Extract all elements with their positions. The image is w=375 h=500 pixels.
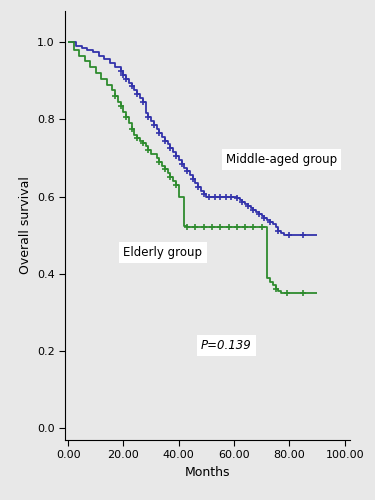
Y-axis label: Overall survival: Overall survival [19, 176, 32, 274]
X-axis label: Months: Months [185, 466, 231, 479]
Text: P=0.139: P=0.139 [201, 339, 252, 352]
Text: Elderly group: Elderly group [123, 246, 202, 259]
Text: Middle-aged group: Middle-aged group [226, 154, 337, 166]
